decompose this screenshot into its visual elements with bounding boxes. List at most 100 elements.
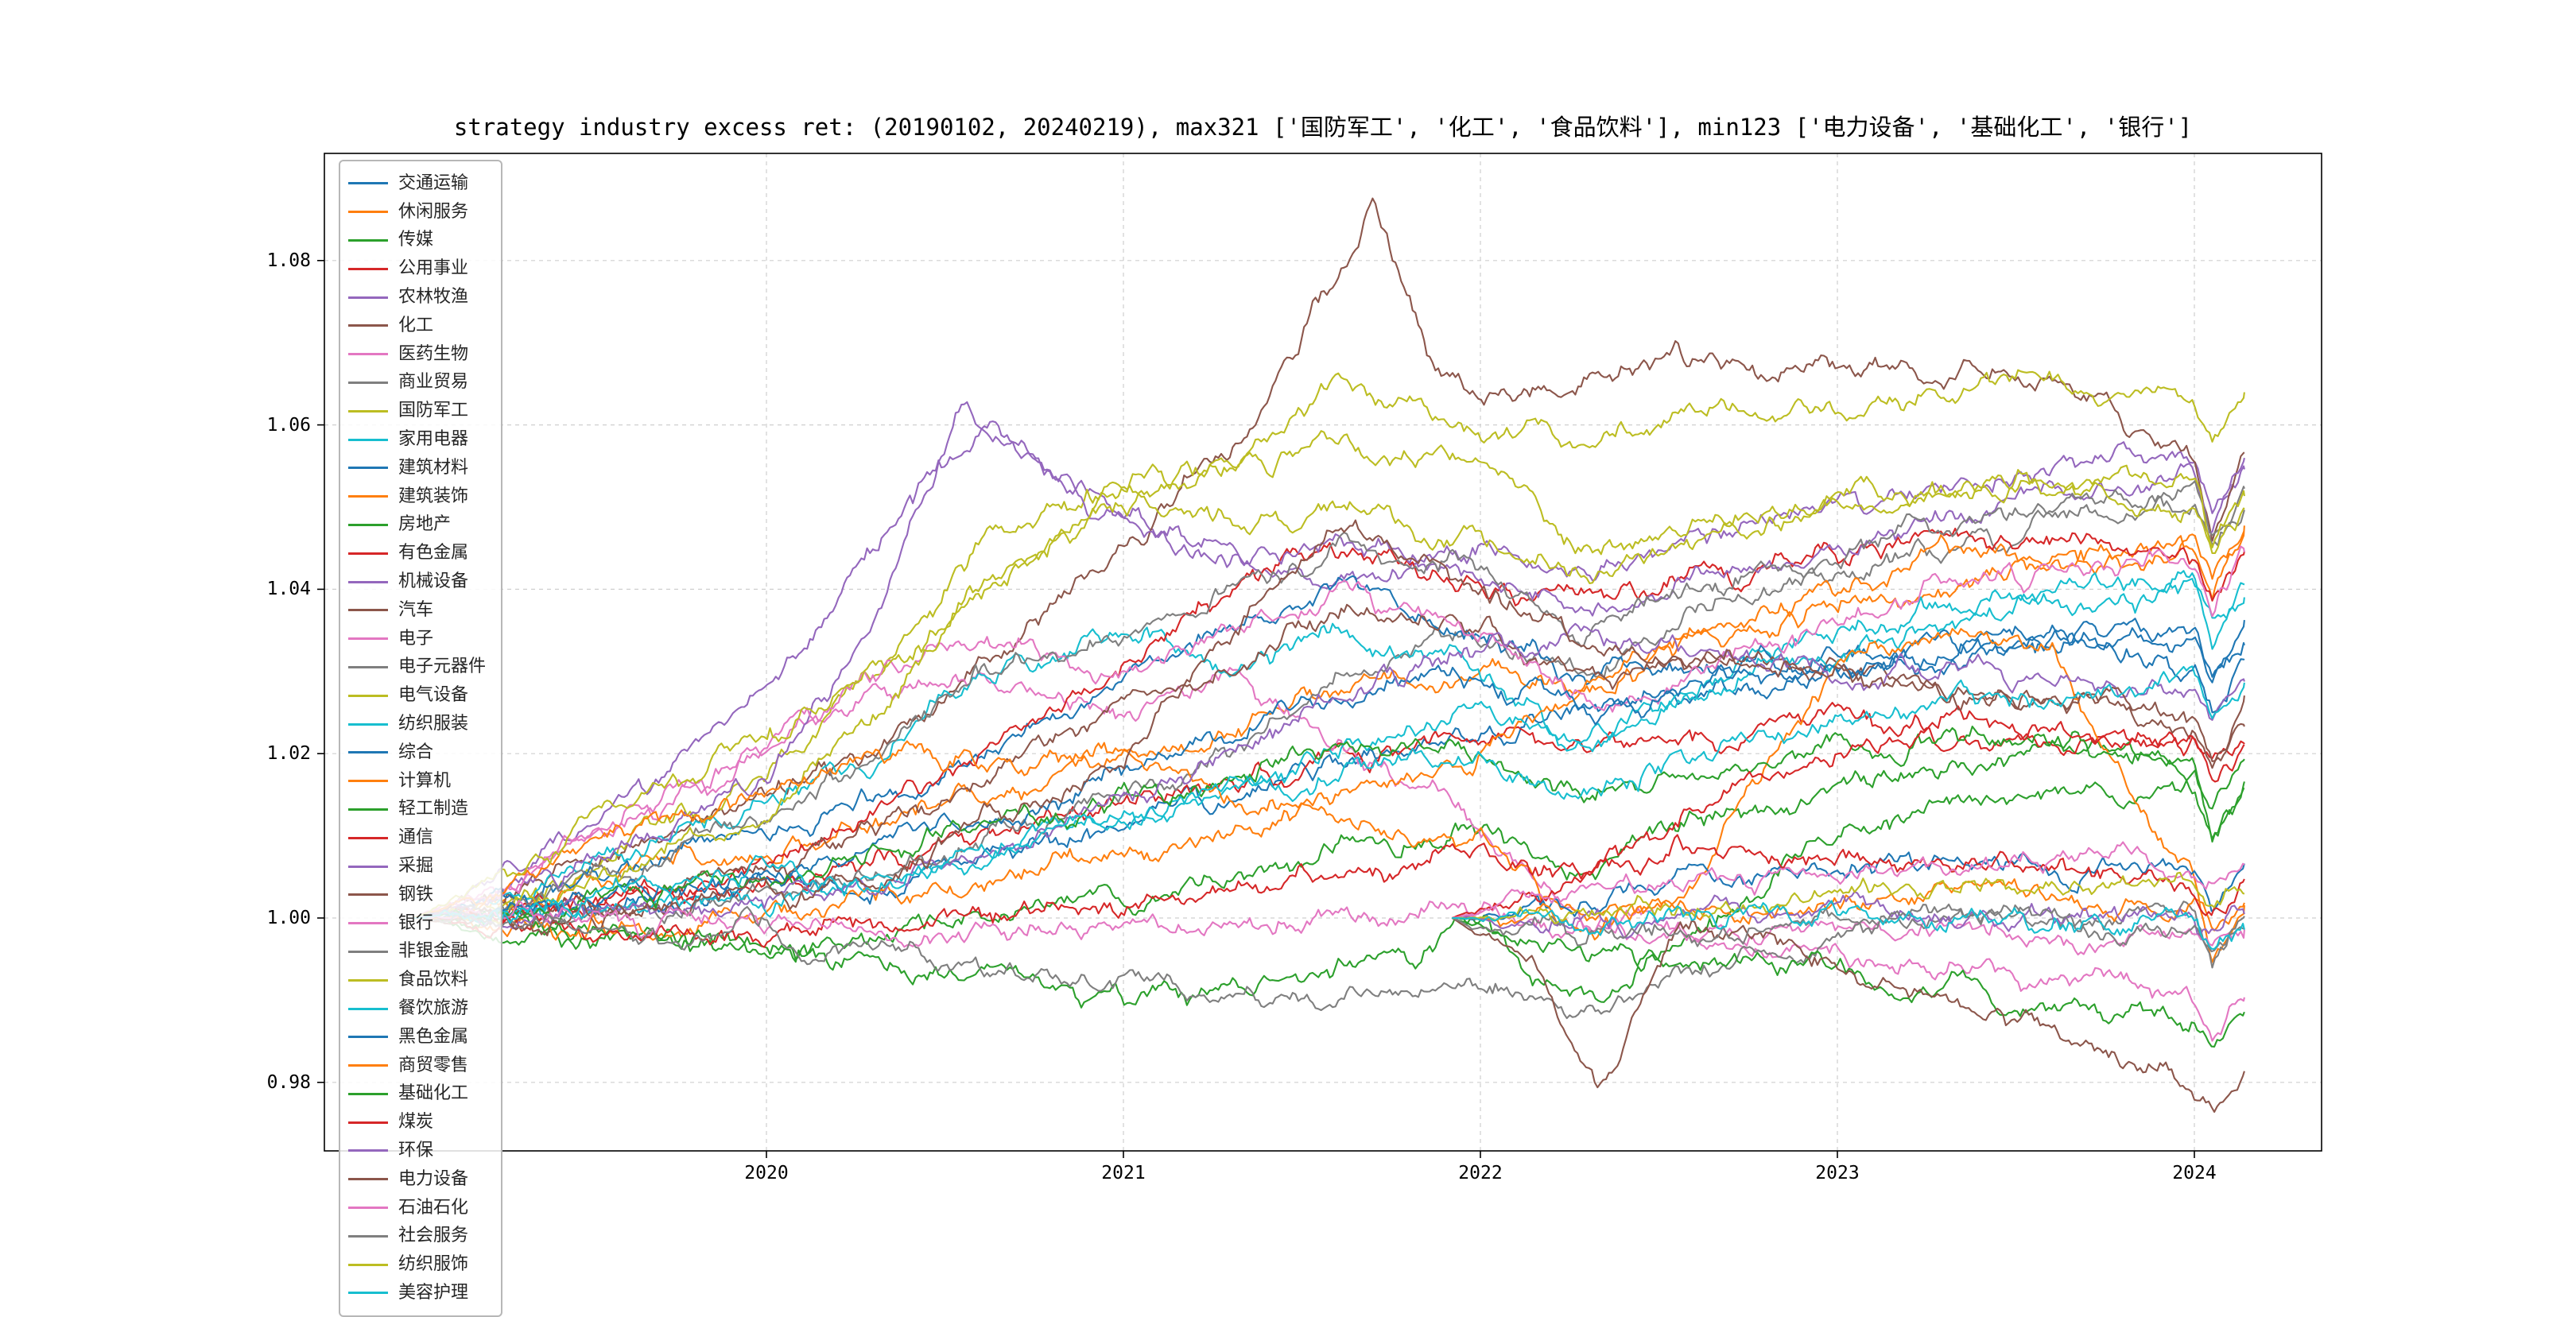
- series-line: [413, 622, 2245, 930]
- series-line: [1451, 834, 2245, 919]
- legend-item: 食品饮料: [348, 966, 493, 994]
- legend-line-sample: [348, 1234, 388, 1238]
- legend-item-label: 电子元器件: [398, 657, 487, 677]
- legend-item-label: 医药生物: [398, 343, 469, 364]
- y-tick-label: 1.06: [266, 414, 311, 436]
- legend-item: 有色金属: [348, 539, 493, 567]
- legend-item: 建筑材料: [348, 454, 493, 482]
- legend-item-label: 通信: [398, 827, 434, 848]
- legend-line-sample: [348, 609, 388, 612]
- series-line: [413, 665, 2245, 924]
- legend-item-label: 美容护理: [398, 1282, 469, 1303]
- legend-line-sample: [348, 1292, 388, 1295]
- legend-item: 钢铁: [348, 881, 493, 909]
- legend-item: 非银金融: [348, 938, 493, 966]
- legend-item-label: 综合: [398, 742, 434, 762]
- legend-line-sample: [348, 381, 388, 384]
- legend-line-sample: [348, 409, 388, 413]
- legend-item-label: 汽车: [398, 599, 434, 620]
- legend-item: 房地产: [348, 511, 493, 540]
- series-line: [1452, 890, 2245, 939]
- x-tick-label: 2022: [1458, 1163, 1503, 1183]
- legend-line-sample: [348, 836, 388, 839]
- legend-item: 美容护理: [348, 1279, 493, 1307]
- legend-item: 传媒: [348, 227, 493, 255]
- legend-line-sample: [348, 1263, 388, 1266]
- legend-item: 基础化工: [348, 1080, 493, 1109]
- series-line: [413, 628, 2245, 963]
- legend-item-label: 煤炭: [398, 1112, 434, 1133]
- legend-line-sample: [348, 523, 388, 526]
- legend-item: 餐饮旅游: [348, 994, 493, 1023]
- legend-item-label: 电气设备: [398, 685, 469, 706]
- legend-item-label: 纺织服装: [398, 714, 469, 734]
- y-tick-label: 1.02: [266, 743, 311, 765]
- legend-item-label: 轻工制造: [398, 799, 469, 819]
- legend-item: 医药生物: [348, 340, 493, 369]
- legend-item-label: 公用事业: [398, 258, 469, 279]
- series-line: [413, 197, 2245, 920]
- legend-item: 农林牧渔: [348, 283, 493, 312]
- y-tick-label: 0.98: [266, 1071, 311, 1093]
- series-line: [1451, 916, 2245, 1048]
- legend-line-sample: [348, 552, 388, 555]
- legend-item-label: 建筑装饰: [398, 486, 469, 506]
- legend-item: 社会服务: [348, 1222, 493, 1250]
- legend-item: 纺织服装: [348, 710, 493, 738]
- legend-line-sample: [348, 865, 388, 868]
- legend-item-label: 交通运输: [398, 172, 469, 193]
- series-line: [413, 369, 2245, 920]
- legend-line-sample: [348, 722, 388, 726]
- legend-item: 交通运输: [348, 169, 493, 198]
- legend-line-sample: [348, 1007, 388, 1010]
- series-line: [413, 478, 2245, 919]
- legend-item-label: 机械设备: [398, 571, 469, 592]
- legend-line-sample: [348, 922, 388, 925]
- legend-item-label: 社会服务: [398, 1226, 469, 1246]
- legend-item-label: 休闲服务: [398, 201, 469, 222]
- legend: 交通运输 休闲服务 传媒 公用事业 农林牧渔 化工 医药生物 商业贸易 国防军工 家用电器 建筑材料…: [339, 160, 502, 1317]
- legend-item: 采掘: [348, 852, 493, 881]
- plot-area: [317, 153, 2322, 1158]
- legend-item-label: 化工: [398, 315, 434, 335]
- axes-frame: [324, 153, 2322, 1152]
- legend-line-sample: [348, 1178, 388, 1181]
- legend-item-label: 传媒: [398, 230, 434, 250]
- y-tick-label: 1.08: [266, 250, 311, 271]
- series-line: [413, 571, 2245, 920]
- legend-item: 建筑装饰: [348, 482, 493, 511]
- legend-item: 轻工制造: [348, 796, 493, 824]
- legend-line-sample: [348, 780, 388, 783]
- legend-item-label: 计算机: [398, 770, 452, 791]
- legend-item-label: 房地产: [398, 514, 452, 535]
- legend-line-sample: [348, 694, 388, 697]
- series-line: [1451, 917, 2245, 1114]
- series-line: [413, 667, 2245, 1042]
- legend-line-sample: [348, 324, 388, 327]
- series-line: [413, 525, 2245, 920]
- legend-item: 综合: [348, 738, 493, 767]
- legend-item-label: 餐饮旅游: [398, 998, 469, 1018]
- legend-item-label: 石油石化: [398, 1197, 469, 1218]
- series-line: [1451, 841, 2245, 920]
- legend-item: 计算机: [348, 767, 493, 796]
- x-tick-label: 2024: [2172, 1163, 2217, 1183]
- legend-line-sample: [348, 978, 388, 982]
- y-tick-label: 1.04: [266, 579, 311, 600]
- legend-item: 煤炭: [348, 1108, 493, 1137]
- legend-item-label: 国防军工: [398, 401, 469, 421]
- series-line: [413, 725, 2245, 925]
- legend-item-label: 食品饮料: [398, 970, 469, 990]
- series-line: [413, 603, 2245, 928]
- legend-item-label: 基础化工: [398, 1083, 469, 1104]
- legend-line-sample: [348, 438, 388, 441]
- series-line: [1451, 903, 2245, 953]
- legend-item: 商贸零售: [348, 1052, 493, 1080]
- series-line: [413, 779, 2245, 1009]
- legend-item-label: 商贸零售: [398, 1055, 469, 1075]
- legend-item-label: 黑色金属: [398, 1026, 469, 1047]
- legend-item: 纺织服饰: [348, 1250, 493, 1279]
- matplotlib-figure: strategy industry excess ret: (20190102,…: [266, 114, 2322, 1317]
- series-line: [413, 735, 2245, 963]
- legend-line-sample: [348, 495, 388, 498]
